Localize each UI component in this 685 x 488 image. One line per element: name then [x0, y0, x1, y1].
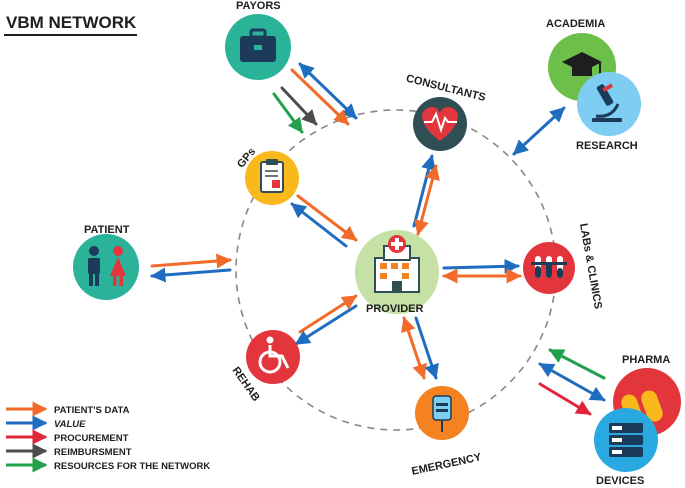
- arrow-patient-data: [150, 253, 232, 269]
- server-rack-icon: [609, 423, 643, 457]
- legend: PATIENT'S DATA VALUE PROCUREMENT REIMBURSME…: [6, 401, 210, 473]
- label-emergency: EMERGENCY: [411, 451, 483, 478]
- arrow-payors-data: [290, 68, 350, 126]
- medical-chart-icon: [260, 159, 284, 193]
- microscope-icon: [592, 83, 622, 122]
- arrow-patient-value: [150, 267, 232, 283]
- heart-monitor-icon: [422, 106, 458, 141]
- arrow-payors-reimbursement: [280, 86, 318, 126]
- arrow-payors-value: [298, 62, 358, 120]
- node-consultants: CONSULTANTS: [405, 73, 487, 151]
- node-rehab: REHAB: [230, 330, 300, 404]
- node-labs: LABs & CLINICS: [523, 222, 604, 310]
- arrow-payors-resources: [272, 92, 304, 134]
- briefcase-icon: [240, 28, 276, 62]
- arrow-emergency-data: [401, 316, 427, 380]
- node-provider: PROVIDER: [355, 230, 439, 315]
- diagram-title: VBM NETWORK: [6, 13, 137, 32]
- arrow-pharma-value: [538, 362, 606, 402]
- arrow-rehab-value: [294, 304, 358, 346]
- label-patient: PATIENT: [84, 224, 130, 236]
- legend-label: PATIENT'S DATA: [54, 405, 130, 416]
- node-patient: PATIENT: [73, 224, 139, 300]
- node-emergency: EMERGENCY: [411, 386, 483, 478]
- label-provider: PROVIDER: [366, 303, 424, 315]
- legend-label: REIMBURSMENT: [54, 447, 132, 458]
- node-gps: GPs: [235, 146, 299, 205]
- node-devices: DEVICES: [594, 408, 658, 487]
- wheelchair-icon: [258, 336, 290, 374]
- iv-drip-icon: [432, 395, 452, 432]
- legend-label: PROCUREMENT: [54, 433, 129, 444]
- arrow-research-value: [512, 106, 566, 156]
- label-payors: PAYORS: [236, 0, 281, 12]
- arrow-gps-value: [290, 202, 348, 248]
- node-research: RESEARCH: [576, 72, 641, 152]
- patients-icon: [88, 246, 126, 286]
- label-academia: ACADEMIA: [546, 18, 605, 30]
- label-devices: DEVICES: [596, 475, 644, 487]
- arrow-pharma-procurement: [538, 382, 592, 416]
- legend-label: RESOURCES FOR THE NETWORK: [54, 461, 210, 472]
- label-pharma: PHARMA: [622, 354, 670, 366]
- arrow-consultants-data: [414, 164, 440, 236]
- node-payors: PAYORS: [225, 0, 291, 80]
- label-research: RESEARCH: [576, 140, 638, 152]
- arrow-gps-data: [296, 194, 358, 242]
- label-labs: LABs & CLINICS: [577, 222, 604, 310]
- legend-label: VALUE: [54, 419, 86, 430]
- arrow-labs-value: [442, 258, 520, 274]
- flow-arrows: [150, 62, 606, 416]
- test-tubes-icon: [531, 256, 567, 278]
- hospital-icon: [374, 235, 420, 293]
- arrow-emergency-value: [414, 316, 439, 380]
- arrow-rehab-data: [298, 294, 358, 334]
